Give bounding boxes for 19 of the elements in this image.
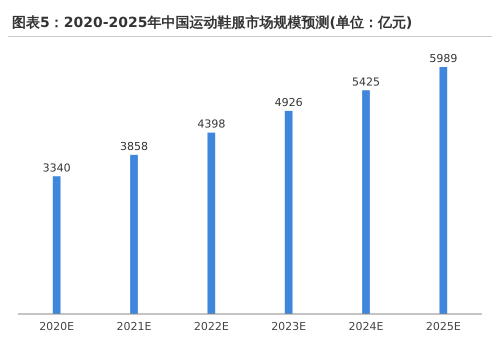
data-label: 3858 — [120, 140, 148, 153]
data-label: 5425 — [352, 75, 380, 88]
bar — [130, 154, 138, 314]
x-tick-label: 2025E — [426, 320, 461, 333]
data-label: 4926 — [274, 96, 303, 109]
x-tick-label: 2021E — [116, 320, 152, 333]
x-tick-label: 2024E — [348, 320, 384, 333]
data-label: 4398 — [197, 118, 226, 131]
data-label: 3340 — [42, 161, 71, 174]
data-label: 5989 — [429, 52, 458, 65]
bar — [439, 67, 448, 314]
bar — [52, 176, 61, 314]
bar — [362, 90, 370, 314]
bar — [207, 132, 216, 314]
bar — [284, 110, 293, 314]
x-tick-label: 2022E — [194, 320, 229, 333]
x-tick-label: 2023E — [271, 320, 306, 333]
chart-title: 图表5：2020-2025年中国运动鞋服市场规模预测(单位：亿元) — [8, 8, 492, 37]
x-tick-label: 2020E — [39, 320, 74, 333]
